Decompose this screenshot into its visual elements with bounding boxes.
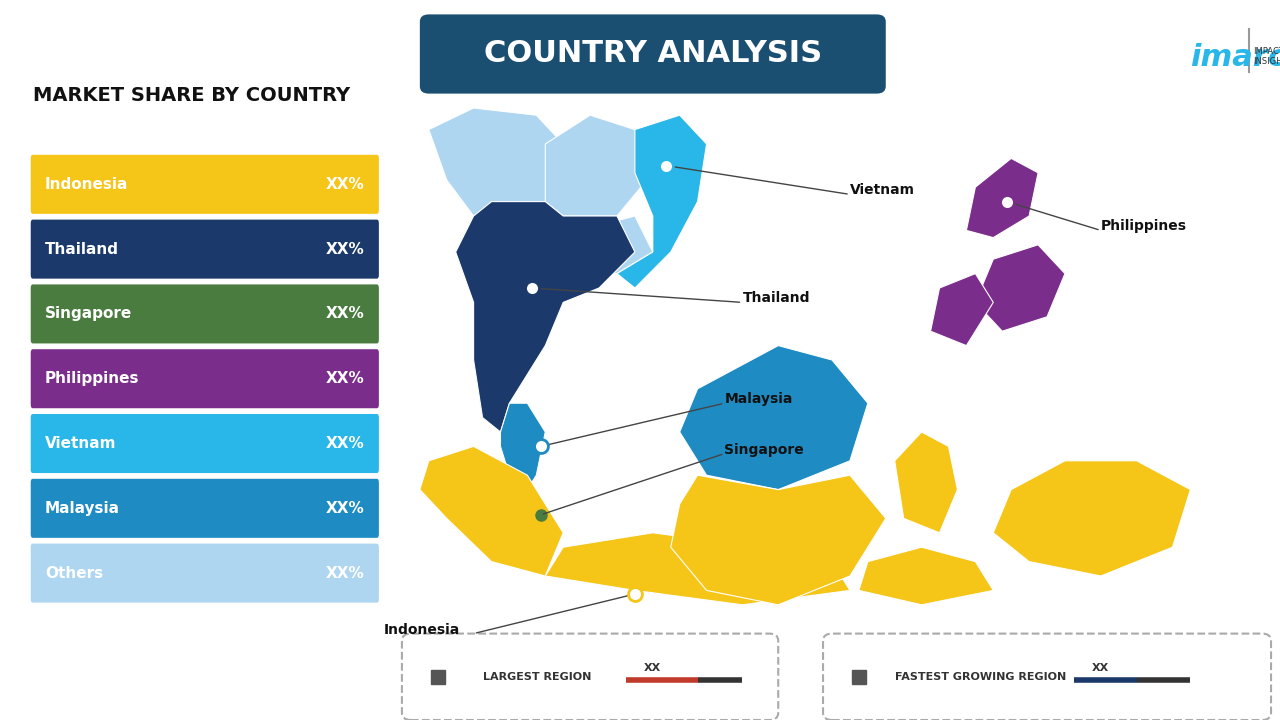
Text: MARKET SHARE BY COUNTRY: MARKET SHARE BY COUNTRY — [33, 86, 349, 105]
Text: Singapore: Singapore — [45, 307, 132, 321]
FancyBboxPatch shape — [31, 544, 379, 603]
PathPatch shape — [545, 533, 850, 605]
FancyBboxPatch shape — [31, 414, 379, 473]
PathPatch shape — [993, 461, 1190, 576]
FancyBboxPatch shape — [31, 155, 379, 214]
Text: Others: Others — [45, 566, 104, 580]
Text: Vietnam: Vietnam — [850, 184, 915, 197]
Text: XX%: XX% — [326, 566, 365, 580]
Text: Thailand: Thailand — [45, 242, 119, 256]
Text: XX: XX — [1092, 663, 1110, 673]
PathPatch shape — [617, 115, 707, 288]
PathPatch shape — [429, 108, 563, 230]
Text: Indonesia: Indonesia — [45, 177, 128, 192]
Text: Philippines: Philippines — [1101, 220, 1187, 233]
Text: FASTEST GROWING REGION: FASTEST GROWING REGION — [895, 672, 1066, 682]
Text: Philippines: Philippines — [45, 372, 140, 386]
Text: COUNTRY ANALYSIS: COUNTRY ANALYSIS — [484, 40, 822, 68]
PathPatch shape — [680, 346, 868, 490]
Text: XX%: XX% — [326, 177, 365, 192]
PathPatch shape — [671, 475, 886, 605]
Text: Singapore: Singapore — [724, 443, 804, 456]
Text: Malaysia: Malaysia — [724, 392, 792, 406]
Text: IMPACTFUL
INSIGHTS: IMPACTFUL INSIGHTS — [1253, 47, 1280, 66]
Text: Thailand: Thailand — [742, 292, 810, 305]
PathPatch shape — [859, 547, 993, 605]
PathPatch shape — [500, 403, 545, 504]
PathPatch shape — [975, 245, 1065, 331]
Text: XX%: XX% — [326, 436, 365, 451]
Text: LARGEST REGION: LARGEST REGION — [483, 672, 591, 682]
Text: Malaysia: Malaysia — [45, 501, 120, 516]
PathPatch shape — [572, 216, 653, 274]
Text: imarc: imarc — [1190, 43, 1280, 72]
Text: Indonesia: Indonesia — [384, 623, 461, 636]
FancyBboxPatch shape — [31, 479, 379, 538]
PathPatch shape — [931, 274, 993, 346]
PathPatch shape — [420, 446, 563, 576]
PathPatch shape — [966, 158, 1038, 238]
Text: XX%: XX% — [326, 372, 365, 386]
FancyBboxPatch shape — [420, 14, 886, 94]
FancyBboxPatch shape — [31, 349, 379, 408]
Text: XX%: XX% — [326, 501, 365, 516]
PathPatch shape — [545, 115, 653, 216]
FancyBboxPatch shape — [31, 220, 379, 279]
Text: XX%: XX% — [326, 307, 365, 321]
Text: Vietnam: Vietnam — [45, 436, 116, 451]
Text: XX: XX — [644, 663, 662, 673]
PathPatch shape — [895, 432, 957, 533]
PathPatch shape — [456, 202, 635, 432]
Text: XX%: XX% — [326, 242, 365, 256]
FancyBboxPatch shape — [31, 284, 379, 343]
